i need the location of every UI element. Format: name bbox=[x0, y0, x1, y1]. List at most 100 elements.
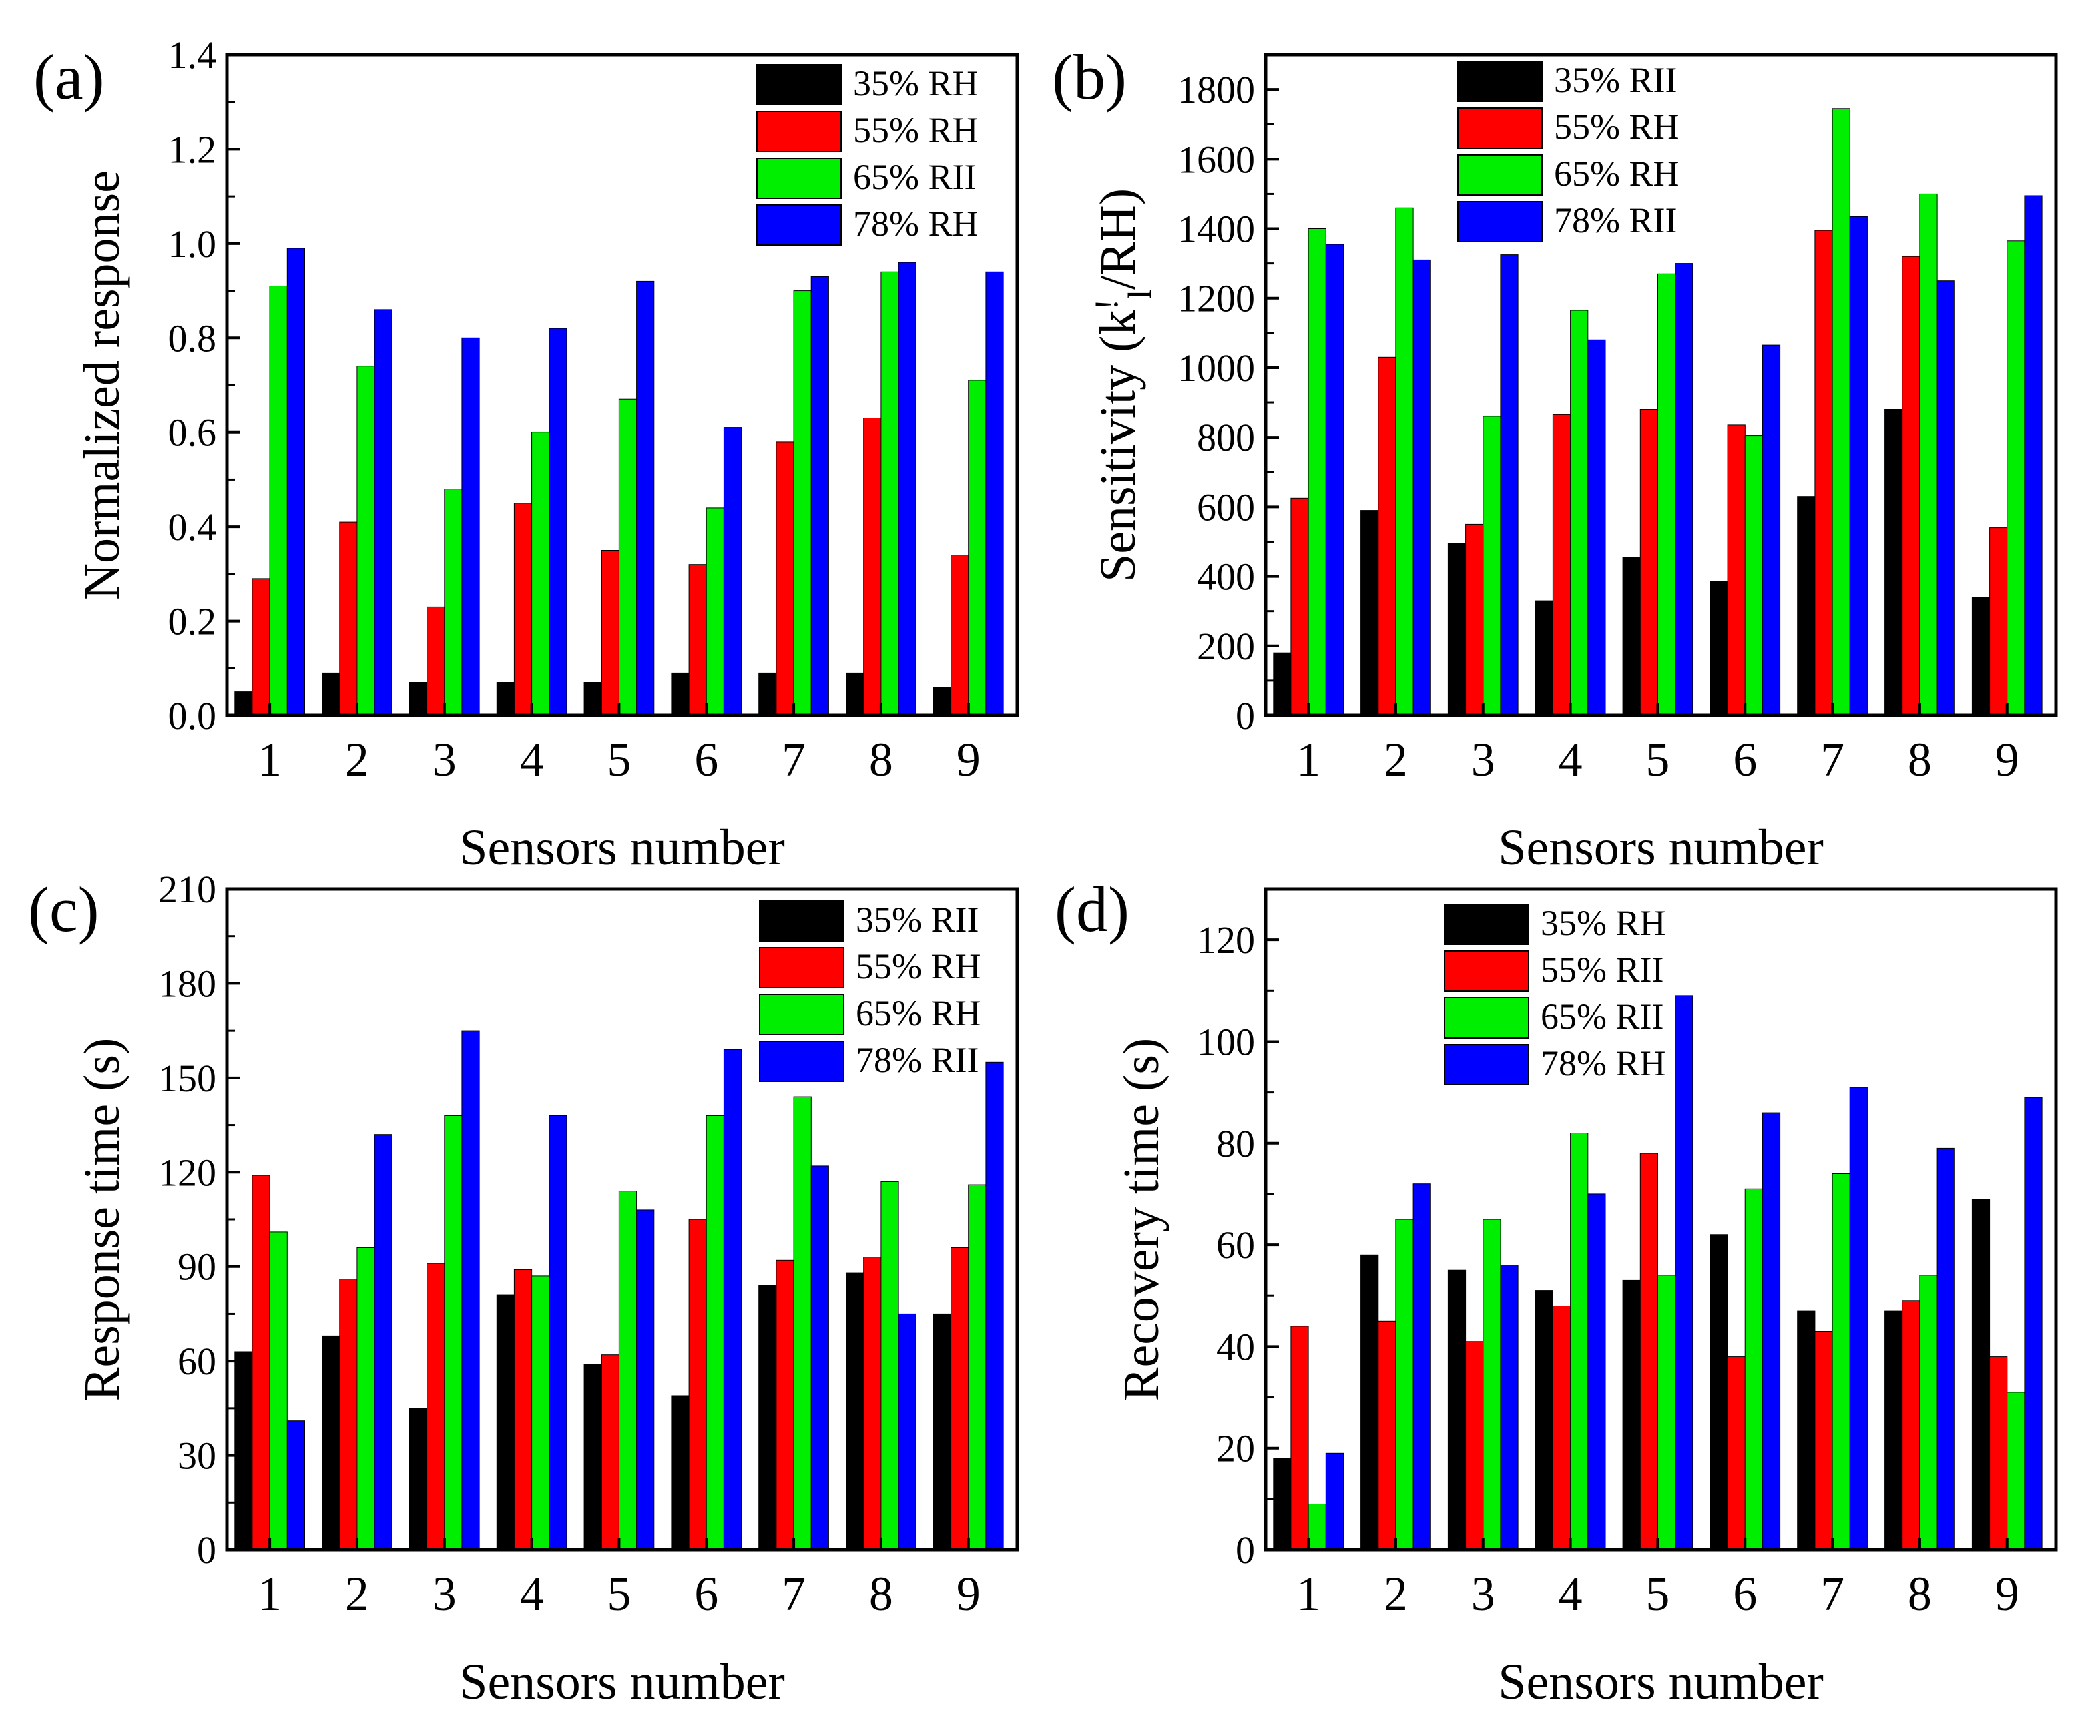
x-tick-label-5: 5 bbox=[607, 733, 631, 786]
bar-35-sensor-5 bbox=[1622, 557, 1641, 716]
legend: 35% RII 55% RH 65% RH 78% RII bbox=[759, 900, 981, 1082]
legend-label-65: 65% RII bbox=[1541, 996, 1663, 1037]
legend-swatch-35 bbox=[1444, 904, 1529, 945]
legend-swatch-78 bbox=[1457, 201, 1543, 242]
x-tick-label-7: 7 bbox=[782, 733, 806, 786]
bar-35-sensor-7 bbox=[1797, 1310, 1816, 1550]
bar-35-sensor-6 bbox=[671, 672, 690, 716]
bar-78-sensor-6 bbox=[1762, 344, 1781, 716]
bar-65-sensor-6 bbox=[706, 1115, 724, 1550]
bar-35-sensor-2 bbox=[322, 1335, 340, 1550]
bar-78-sensor-9 bbox=[985, 1061, 1004, 1550]
x-tick-label-6: 6 bbox=[1733, 1567, 1757, 1621]
bar-65-sensor-9 bbox=[2007, 1392, 2025, 1550]
x-tick-label-9: 9 bbox=[957, 1567, 981, 1621]
panel-label: (a) bbox=[33, 41, 105, 113]
bar-55-sensor-1 bbox=[1290, 497, 1309, 716]
bar-55-sensor-3 bbox=[427, 1263, 445, 1550]
legend: 35% RH 55% RII 65% RII 78% RH bbox=[1444, 903, 1666, 1085]
bar-35-sensor-1 bbox=[1273, 652, 1292, 716]
legend-label-55: 55% RII bbox=[1541, 950, 1663, 990]
bar-35-sensor-3 bbox=[1447, 1269, 1467, 1550]
bar-78-sensor-2 bbox=[1412, 259, 1431, 716]
bar-55-sensor-1 bbox=[252, 578, 270, 716]
y-axis-label-sup: ! bbox=[1087, 299, 1125, 310]
x-tick-label-5: 5 bbox=[1645, 733, 1669, 786]
bar-55-sensor-7 bbox=[1814, 1331, 1833, 1550]
y-tick-label: 60 bbox=[178, 1340, 216, 1383]
bar-35-sensor-9 bbox=[933, 1313, 952, 1550]
bar-55-sensor-7 bbox=[1814, 230, 1833, 716]
bar-55-sensor-6 bbox=[1727, 1356, 1746, 1550]
legend-label-35: 35% RII bbox=[856, 900, 979, 940]
y-tick-label: 30 bbox=[178, 1434, 216, 1478]
bar-78-sensor-3 bbox=[461, 337, 480, 716]
x-tick-label-2: 2 bbox=[1384, 733, 1408, 786]
y-tick-label: 1600 bbox=[1177, 137, 1255, 181]
bar-65-sensor-7 bbox=[793, 290, 812, 716]
bar-55-sensor-3 bbox=[1465, 1341, 1484, 1550]
x-tick-label-3: 3 bbox=[433, 1567, 457, 1621]
y-tick-label: 1000 bbox=[1177, 346, 1255, 390]
bar-35-sensor-5 bbox=[583, 682, 602, 716]
bar-65-sensor-5 bbox=[1657, 273, 1676, 716]
bar-55-sensor-7 bbox=[776, 441, 794, 716]
x-tick-label-3: 3 bbox=[1471, 733, 1495, 786]
legend-swatch-65 bbox=[1444, 997, 1529, 1039]
y-tick-label: 0.8 bbox=[168, 316, 217, 360]
bar-78-sensor-4 bbox=[549, 328, 567, 716]
legend-swatch-55 bbox=[756, 111, 842, 152]
legend-swatch-35 bbox=[1457, 61, 1543, 102]
x-tick-label-3: 3 bbox=[1471, 1567, 1495, 1621]
x-axis-label: Sensors number bbox=[459, 1654, 785, 1710]
y-tick-label: 1200 bbox=[1177, 277, 1255, 320]
bar-78-sensor-4 bbox=[1587, 339, 1606, 716]
y-axis-label-sub: l bbox=[1121, 290, 1158, 299]
y-tick-label: 0 bbox=[1236, 694, 1255, 738]
bar-35-sensor-4 bbox=[496, 1294, 515, 1550]
x-tick-label-4: 4 bbox=[520, 1567, 544, 1621]
y-tick-label: 180 bbox=[158, 962, 216, 1005]
bar-65-sensor-8 bbox=[880, 1181, 899, 1550]
x-axis-label: Sensors number bbox=[459, 820, 785, 876]
bar-55-sensor-2 bbox=[1378, 356, 1396, 716]
legend-label-35: 35% RH bbox=[853, 63, 979, 103]
chart-panel-c: 0 30 60 90 120 150 180 210 1 2 3 4 5 6 7 8 9 (c) Sensors n… bbox=[28, 868, 1019, 1710]
bar-65-sensor-8 bbox=[1919, 1275, 1938, 1550]
bar-65-sensor-2 bbox=[1395, 207, 1414, 716]
bar-55-sensor-5 bbox=[601, 550, 619, 716]
bar-78-sensor-1 bbox=[1325, 1452, 1344, 1550]
bar-65-sensor-5 bbox=[1657, 1275, 1676, 1550]
y-axis-label: Recovery time (s) bbox=[1113, 1038, 1169, 1401]
y-tick-label: 0.6 bbox=[168, 411, 217, 455]
bar-35-sensor-7 bbox=[758, 672, 777, 716]
x-tick-label-1: 1 bbox=[1296, 1567, 1320, 1621]
legend-swatch-78 bbox=[759, 1041, 844, 1082]
bar-35-sensor-6 bbox=[1710, 581, 1728, 716]
legend-swatch-55 bbox=[759, 947, 844, 988]
bar-65-sensor-6 bbox=[1744, 435, 1763, 716]
x-tick-label-2: 2 bbox=[345, 1567, 369, 1621]
bar-55-sensor-6 bbox=[1727, 424, 1746, 716]
x-tick-label-1: 1 bbox=[258, 1567, 282, 1621]
bars bbox=[234, 248, 1004, 716]
legend-label-78: 78% RH bbox=[853, 204, 979, 244]
x-tick-label-8: 8 bbox=[869, 733, 893, 786]
bar-55-sensor-5 bbox=[1639, 409, 1659, 716]
x-tick-label-3: 3 bbox=[433, 733, 457, 786]
bar-55-sensor-6 bbox=[688, 1219, 707, 1550]
panel-label: (d) bbox=[1055, 874, 1129, 945]
y-tick-label: 1.0 bbox=[168, 222, 217, 266]
bar-55-sensor-7 bbox=[776, 1259, 794, 1550]
bar-78-sensor-7 bbox=[1849, 216, 1868, 716]
panel-label: (b) bbox=[1052, 41, 1127, 113]
bar-35-sensor-5 bbox=[1622, 1279, 1641, 1550]
x-tick-label-4: 4 bbox=[520, 733, 544, 786]
axes-frame bbox=[1264, 887, 2058, 1552]
bar-55-sensor-9 bbox=[1989, 1356, 2008, 1550]
bar-65-sensor-5 bbox=[618, 1191, 637, 1550]
y-tick-label: 0.4 bbox=[168, 505, 217, 549]
y-axis-label: Sensitivity (k!l/RH) bbox=[1087, 188, 1158, 582]
bar-78-sensor-8 bbox=[1936, 1147, 1955, 1550]
